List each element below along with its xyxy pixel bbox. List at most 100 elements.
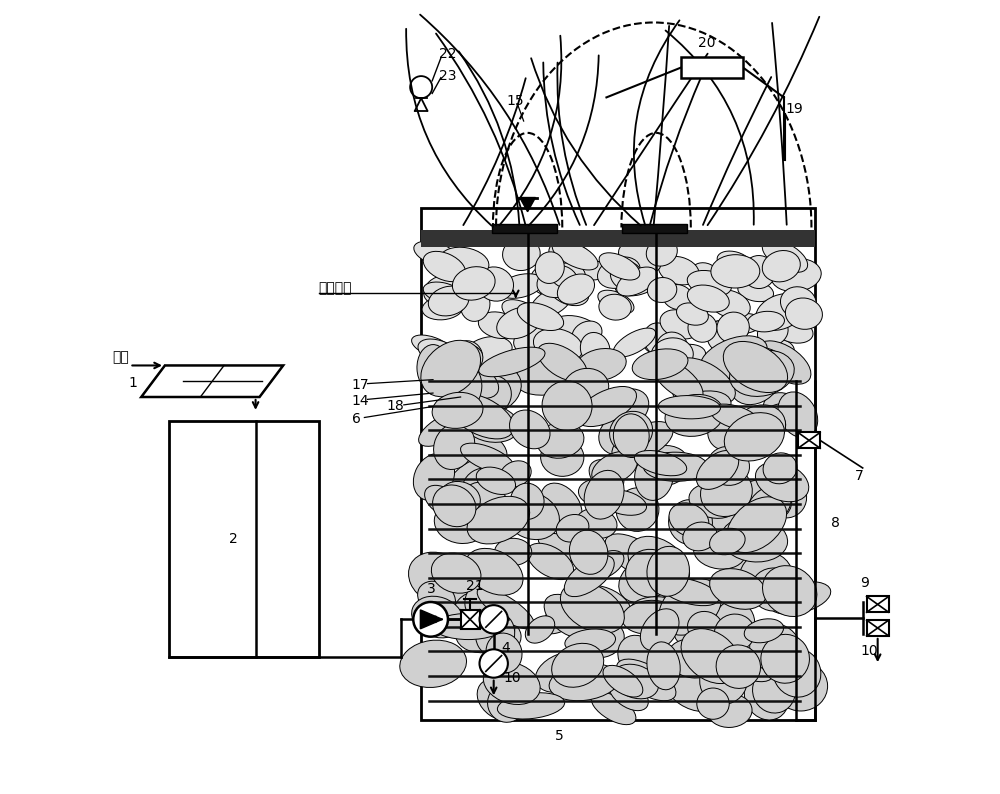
Ellipse shape <box>665 395 724 437</box>
Ellipse shape <box>762 251 800 282</box>
Ellipse shape <box>486 633 522 673</box>
Ellipse shape <box>476 467 516 495</box>
Ellipse shape <box>707 321 736 353</box>
Ellipse shape <box>612 665 658 699</box>
Ellipse shape <box>580 333 610 366</box>
Ellipse shape <box>688 313 717 342</box>
Ellipse shape <box>579 621 624 657</box>
Ellipse shape <box>709 290 750 318</box>
Ellipse shape <box>502 671 536 700</box>
Ellipse shape <box>424 276 458 304</box>
Ellipse shape <box>599 389 649 431</box>
Ellipse shape <box>634 450 687 476</box>
Ellipse shape <box>563 368 609 407</box>
Ellipse shape <box>465 549 523 596</box>
Text: 23: 23 <box>439 69 457 83</box>
Ellipse shape <box>564 556 614 596</box>
Ellipse shape <box>419 411 469 446</box>
Ellipse shape <box>683 522 717 551</box>
Bar <box>421 208 815 720</box>
Ellipse shape <box>428 286 469 316</box>
Ellipse shape <box>603 665 643 697</box>
Bar <box>169 421 319 657</box>
Ellipse shape <box>610 411 653 453</box>
Ellipse shape <box>459 364 521 414</box>
Ellipse shape <box>600 490 647 515</box>
Ellipse shape <box>716 645 761 688</box>
Ellipse shape <box>672 374 720 415</box>
Text: 1: 1 <box>128 376 137 390</box>
Ellipse shape <box>538 343 587 381</box>
Ellipse shape <box>689 484 739 518</box>
Ellipse shape <box>661 578 719 606</box>
Ellipse shape <box>421 341 481 397</box>
Ellipse shape <box>598 291 634 314</box>
Ellipse shape <box>530 264 574 296</box>
Ellipse shape <box>744 619 784 643</box>
Ellipse shape <box>552 643 604 688</box>
Ellipse shape <box>668 391 731 426</box>
Ellipse shape <box>631 597 685 623</box>
Ellipse shape <box>708 414 743 450</box>
Ellipse shape <box>717 312 749 343</box>
Ellipse shape <box>750 623 801 673</box>
Ellipse shape <box>628 537 690 592</box>
Ellipse shape <box>613 414 649 457</box>
Ellipse shape <box>455 609 515 653</box>
Ellipse shape <box>762 240 808 272</box>
Ellipse shape <box>733 480 792 524</box>
Ellipse shape <box>592 451 637 485</box>
Ellipse shape <box>656 332 688 365</box>
Ellipse shape <box>640 445 689 486</box>
Ellipse shape <box>778 392 818 437</box>
Ellipse shape <box>724 413 784 461</box>
Text: 18: 18 <box>386 399 404 414</box>
Ellipse shape <box>710 528 745 555</box>
Ellipse shape <box>475 599 510 628</box>
Ellipse shape <box>537 422 584 458</box>
Ellipse shape <box>553 315 600 342</box>
Ellipse shape <box>585 550 624 580</box>
Ellipse shape <box>609 677 648 711</box>
Ellipse shape <box>740 552 792 600</box>
Ellipse shape <box>447 360 499 399</box>
Ellipse shape <box>412 596 463 638</box>
Ellipse shape <box>615 272 658 296</box>
Ellipse shape <box>537 263 585 298</box>
Ellipse shape <box>452 395 489 429</box>
Ellipse shape <box>773 648 821 697</box>
Ellipse shape <box>762 338 794 358</box>
Ellipse shape <box>665 345 706 368</box>
Ellipse shape <box>757 341 811 384</box>
Ellipse shape <box>632 349 688 380</box>
Ellipse shape <box>651 338 693 372</box>
Ellipse shape <box>504 492 559 540</box>
Ellipse shape <box>721 517 788 562</box>
Ellipse shape <box>726 555 789 591</box>
Ellipse shape <box>476 612 515 656</box>
Ellipse shape <box>423 252 466 282</box>
Ellipse shape <box>752 640 817 680</box>
Ellipse shape <box>747 311 784 332</box>
Ellipse shape <box>514 325 564 357</box>
Ellipse shape <box>477 588 534 629</box>
Ellipse shape <box>613 328 656 357</box>
Ellipse shape <box>727 497 787 553</box>
Ellipse shape <box>446 458 500 506</box>
Ellipse shape <box>557 274 595 304</box>
Ellipse shape <box>761 634 809 683</box>
Ellipse shape <box>442 369 493 415</box>
Ellipse shape <box>525 616 555 643</box>
Ellipse shape <box>576 349 626 381</box>
Ellipse shape <box>573 585 631 626</box>
Ellipse shape <box>409 552 469 606</box>
Ellipse shape <box>762 565 817 616</box>
Ellipse shape <box>687 285 729 312</box>
Ellipse shape <box>675 625 711 649</box>
Ellipse shape <box>730 359 781 405</box>
Ellipse shape <box>434 423 475 469</box>
Ellipse shape <box>542 381 592 430</box>
Circle shape <box>480 649 508 678</box>
Ellipse shape <box>434 500 489 543</box>
Ellipse shape <box>756 294 805 330</box>
